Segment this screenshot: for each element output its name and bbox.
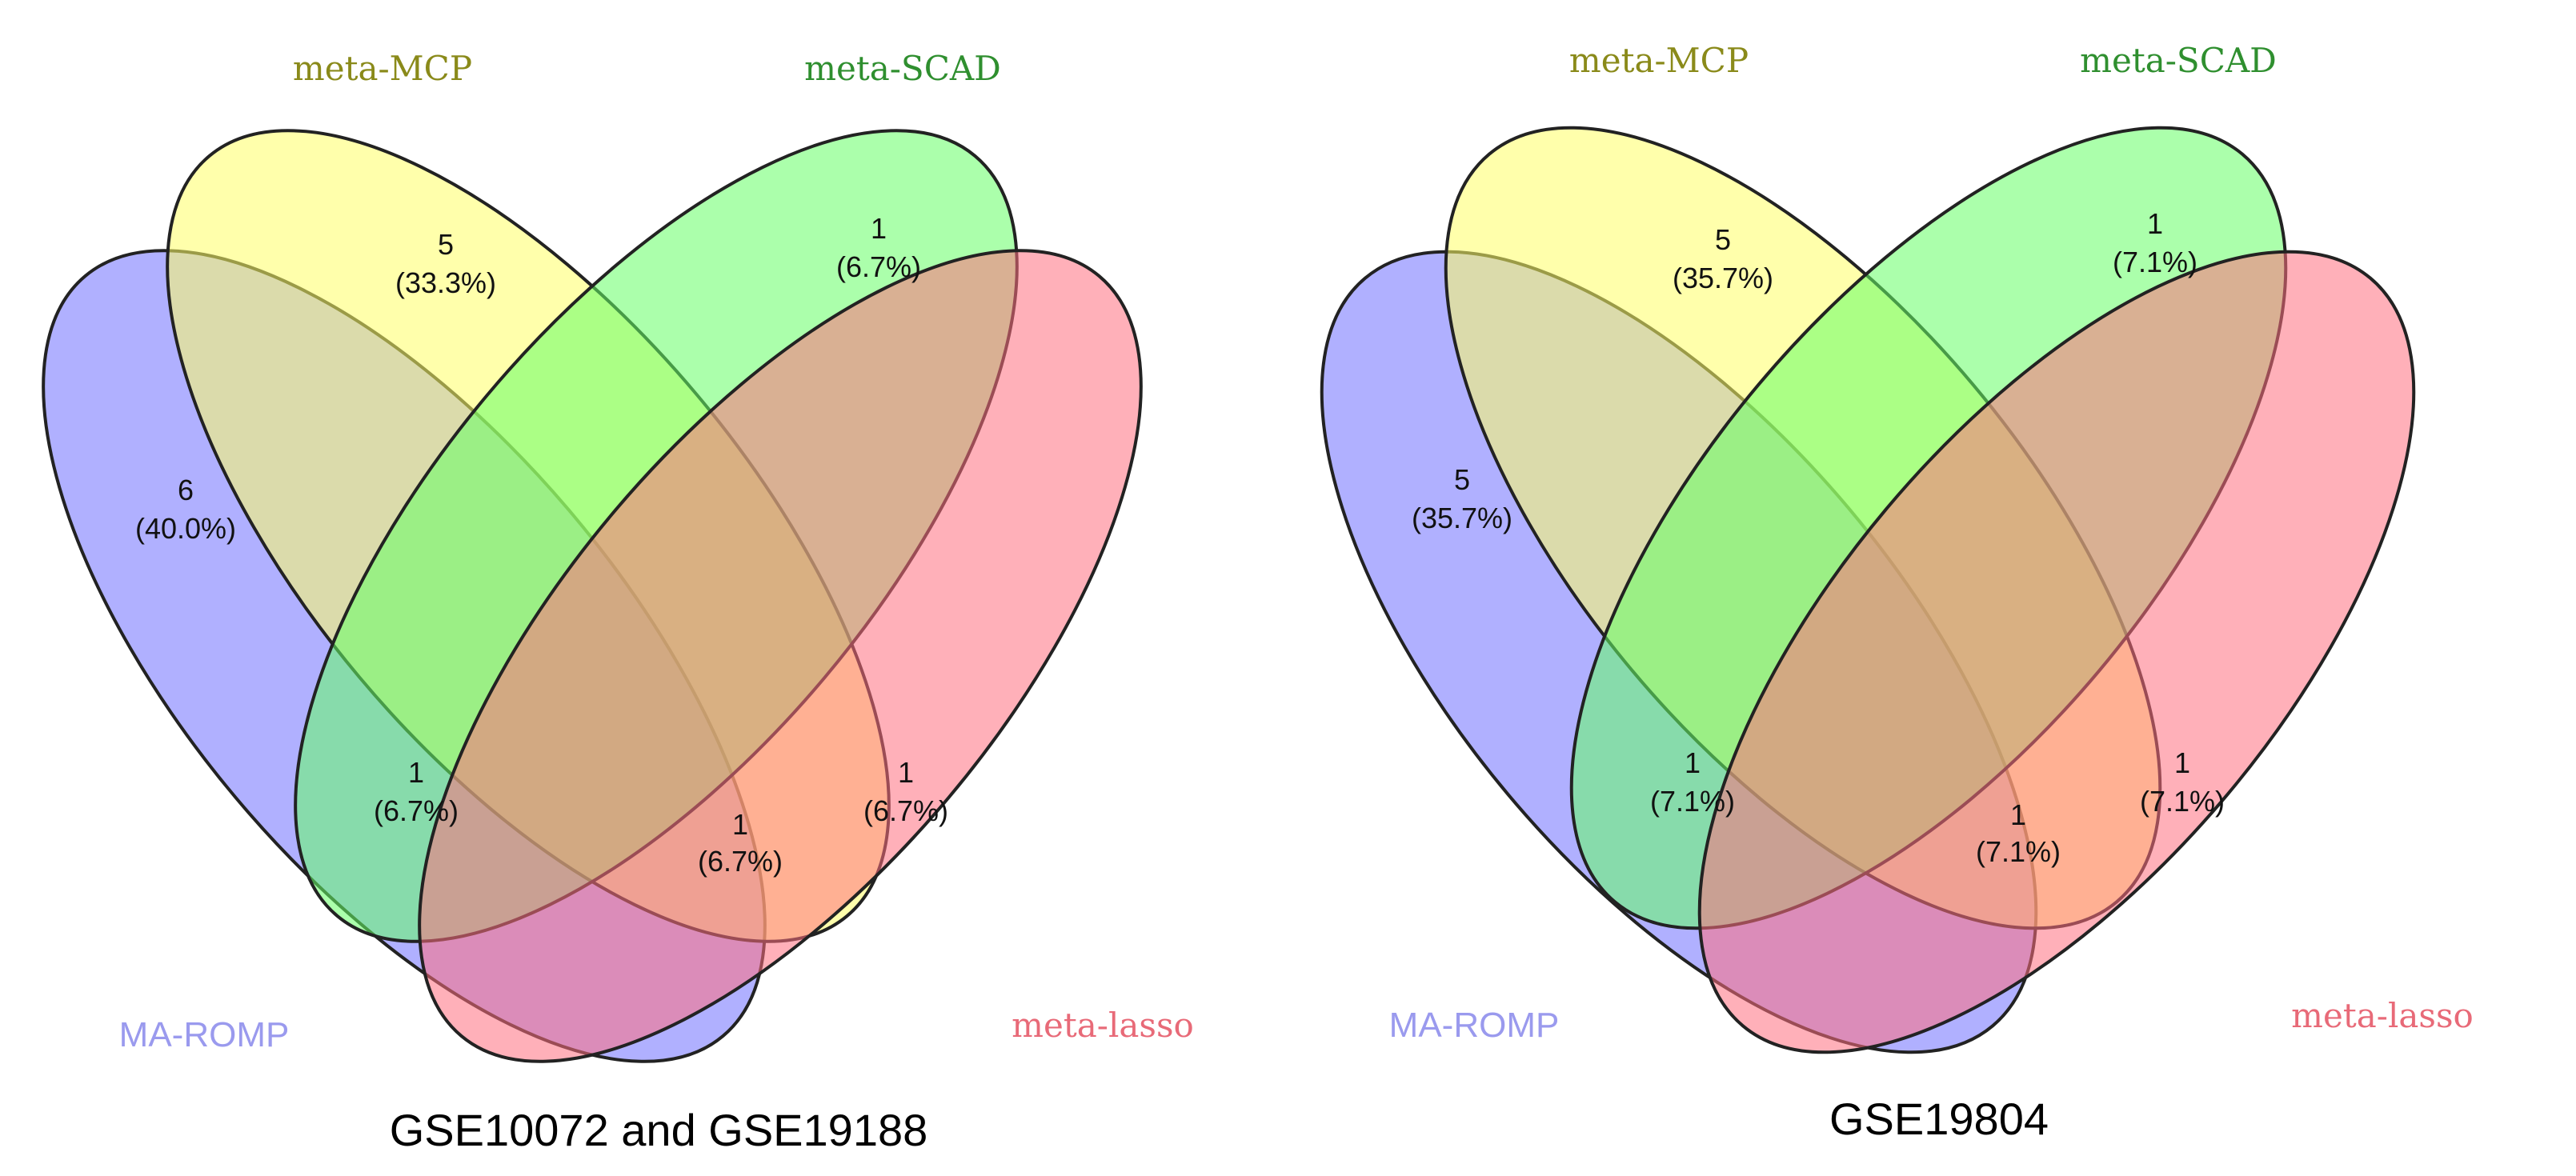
region-count-mcp-only: 5 (1715, 223, 1731, 256)
ellipse-meta-lasso (1697, 250, 2416, 1054)
caption-left: GSE10072 and GSE19188 (390, 1105, 928, 1155)
venn-diagram-right: meta-MCP meta-SCAD MA-ROMP meta-lasso 5 … (1320, 41, 2474, 1144)
region-pct-romp-only: (35.7%) (1412, 502, 1512, 534)
label-meta-scad: meta-SCAD (2080, 41, 2277, 80)
region-count-romp-scad: 1 (408, 756, 424, 789)
region-count-romp-scad: 1 (1685, 746, 1701, 779)
region-count-scad-only: 1 (871, 212, 887, 245)
region-pct-romp-scad: (7.1%) (1650, 785, 1735, 818)
label-ma-romp: MA-ROMP (1389, 1006, 1560, 1045)
label-meta-mcp: meta-MCP (293, 49, 472, 88)
venn-diagram-left: meta-MCP meta-SCAD MA-ROMP meta-lasso 6 … (42, 49, 1194, 1155)
label-meta-scad: meta-SCAD (804, 49, 1001, 88)
region-pct-mcp-lasso: (7.1%) (2140, 785, 2225, 818)
region-count-mcp-lasso: 1 (898, 756, 914, 789)
region-count-center: 1 (2010, 798, 2026, 831)
region-count-mcp-lasso: 1 (2174, 746, 2190, 779)
label-meta-mcp: meta-MCP (1569, 41, 1749, 80)
region-count-center: 1 (732, 808, 748, 841)
region-pct-romp-only: (40.0%) (135, 512, 236, 545)
label-meta-lasso: meta-lasso (2291, 996, 2474, 1035)
region-count-scad-only: 1 (2147, 207, 2163, 240)
region-pct-mcp-only: (33.3%) (395, 266, 496, 299)
region-pct-scad-only: (7.1%) (2113, 246, 2197, 278)
region-pct-romp-scad: (6.7%) (374, 794, 459, 827)
label-meta-lasso: meta-lasso (1012, 1006, 1194, 1045)
region-pct-center: (6.7%) (698, 845, 783, 878)
region-count-romp-only: 6 (178, 474, 194, 506)
label-ma-romp: MA-ROMP (119, 1015, 290, 1054)
region-pct-mcp-only: (35.7%) (1673, 262, 1773, 294)
region-pct-center: (7.1%) (1976, 835, 2061, 868)
region-pct-mcp-lasso: (6.7%) (863, 794, 948, 827)
region-count-romp-only: 5 (1454, 463, 1470, 496)
region-count-mcp-only: 5 (438, 228, 454, 261)
region-pct-scad-only: (6.7%) (836, 250, 921, 283)
ellipse-meta-lasso (418, 249, 1143, 1063)
caption-right: GSE19804 (1829, 1094, 2049, 1144)
